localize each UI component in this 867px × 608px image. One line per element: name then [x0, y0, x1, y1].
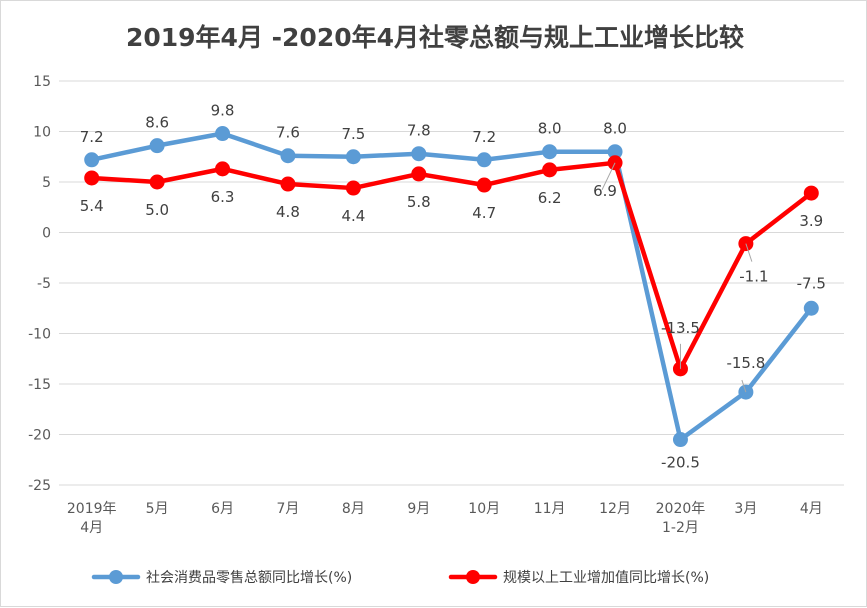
data-label-1-0: 5.4	[80, 197, 104, 215]
data-label-1-5: 5.8	[407, 193, 431, 211]
x-tick-label: 10月	[468, 501, 500, 517]
label-leader-line	[745, 243, 753, 262]
data-point-0-11	[803, 300, 819, 316]
data-label-0-7: 8.0	[538, 120, 562, 138]
legend-marker	[109, 570, 123, 584]
data-point-1-4	[345, 180, 361, 196]
x-tick-label: 3月	[734, 501, 757, 517]
chart-title: 2019年4月 -2020年4月社零总额与规上工业增长比较	[126, 23, 744, 52]
y-tick-label: 0	[42, 226, 51, 242]
data-point-0-3	[280, 148, 296, 164]
x-tick-label: 11月	[534, 501, 566, 517]
data-point-0-0	[84, 152, 100, 168]
data-label-1-3: 4.8	[276, 203, 300, 221]
data-point-1-1	[149, 174, 165, 190]
data-label-1-9: -13.5	[661, 319, 700, 337]
data-label-1-2: 6.3	[211, 188, 235, 206]
data-label-1-11: 3.9	[799, 212, 823, 230]
series-line-0	[89, 131, 814, 442]
data-point-0-5	[411, 146, 427, 162]
data-label-1-7: 6.2	[538, 189, 562, 207]
data-label-1-1: 5.0	[145, 201, 169, 219]
x-tick-label: 9月	[407, 501, 430, 517]
axes: 15 10 5 0 -5 -10 -15 -20 -25 2019年 4月 5月 6月 7月 8月 9月 10月…	[28, 74, 844, 536]
data-label-0-1: 8.6	[145, 114, 169, 132]
data-point-1-0	[84, 170, 100, 186]
data-point-0-7	[542, 144, 558, 160]
x-tick-label: 8月	[342, 501, 365, 517]
data-label-0-4: 7.5	[341, 125, 365, 143]
data-point-1-6	[476, 177, 492, 193]
data-label-0-3: 7.6	[276, 124, 300, 142]
data-label-0-9: -20.5	[661, 454, 700, 472]
data-label-1-4: 4.4	[341, 207, 365, 225]
x-tick-label: 6月	[211, 501, 234, 517]
data-label-1-10: -1.1	[739, 268, 768, 286]
legend-marker	[466, 570, 480, 584]
legend-item-0: 社会消费品零售总额同比增长(%)	[91, 570, 352, 586]
y-tick-label: -20	[28, 428, 51, 444]
y-tick-label: -10	[28, 327, 51, 343]
label-leader-line	[601, 162, 616, 191]
data-label-0-11: -7.5	[797, 274, 826, 292]
y-tick-label: -25	[28, 478, 51, 494]
y-tick-label: 5	[42, 175, 51, 191]
data-labels: 7.2 8.6 9.8 7.6 7.5 7.8 7.2 8.0 8.0 -20.5 -15.8 -7.…	[80, 102, 826, 472]
x-tick-label: 2020年 1-2月	[656, 501, 706, 536]
data-point-0-1	[149, 138, 165, 154]
data-point-0-4	[345, 149, 361, 165]
x-tick-label: 4月	[800, 501, 823, 517]
series-line-1	[89, 160, 814, 372]
y-tick-label: 15	[33, 74, 51, 90]
data-point-0-2	[215, 126, 231, 142]
data-label-0-10: -15.8	[726, 354, 765, 372]
x-tick-label: 2019年 4月	[67, 501, 117, 536]
y-tick-label: -5	[37, 276, 51, 292]
x-tick-label: 12月	[599, 501, 631, 517]
data-label-0-5: 7.8	[407, 122, 431, 140]
data-label-0-6: 7.2	[472, 128, 496, 146]
data-point-1-3	[280, 176, 296, 192]
data-point-1-7	[542, 162, 558, 178]
x-tick-label: 7月	[276, 501, 299, 517]
data-point-1-2	[215, 161, 231, 177]
data-label-1-8: 6.9	[593, 182, 617, 200]
data-label-0-2: 9.8	[211, 102, 235, 120]
legend-label: 社会消费品零售总额同比增长(%)	[146, 570, 352, 586]
y-tick-label: -15	[28, 377, 51, 393]
label-leader-line	[741, 379, 747, 393]
data-point-1-11	[803, 185, 819, 201]
legend-label: 规模以上工业增加值同比增长(%)	[503, 570, 709, 586]
data-point-0-9	[672, 432, 688, 448]
legend: 社会消费品零售总额同比增长(%) 规模以上工业增加值同比增长(%)	[91, 570, 709, 586]
data-point-1-5	[411, 166, 427, 182]
legend-item-1: 规模以上工业增加值同比增长(%)	[448, 570, 709, 586]
x-tick-label: 5月	[146, 501, 169, 517]
data-label-0-0: 7.2	[80, 128, 104, 146]
data-point-0-6	[476, 152, 492, 168]
data-label-0-8: 8.0	[603, 120, 627, 138]
y-tick-label: 10	[33, 125, 51, 141]
series-lines	[84, 126, 819, 448]
data-label-1-6: 4.7	[472, 204, 496, 222]
